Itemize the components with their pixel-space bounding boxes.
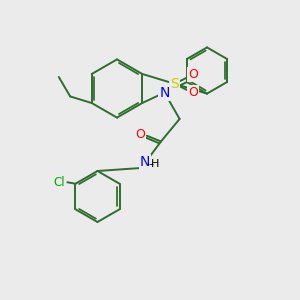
Text: O: O <box>188 68 198 81</box>
Text: O: O <box>135 128 145 141</box>
Text: –: – <box>149 159 154 169</box>
Text: H: H <box>151 159 159 169</box>
Text: Cl: Cl <box>53 176 65 189</box>
Text: N: N <box>159 85 170 100</box>
Text: O: O <box>188 86 198 99</box>
Text: S: S <box>170 77 179 91</box>
Text: N: N <box>140 155 150 170</box>
